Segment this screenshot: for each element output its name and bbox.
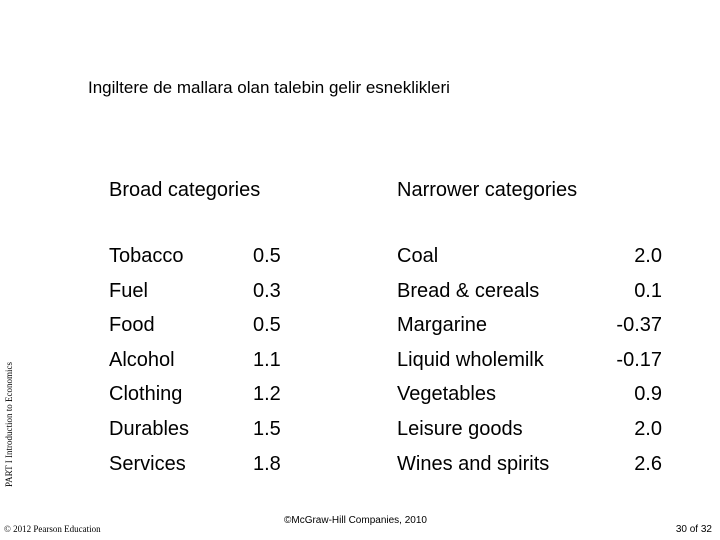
slide-title: Ingiltere de mallara olan talebin gelir … [88,78,450,97]
narrower-value: 2.6 [634,452,662,475]
narrower-item: Margarine [397,314,488,337]
broad-value: 0.5 [253,314,281,337]
broad-value: 1.1 [253,348,281,371]
page-number: 30 of 32 [675,524,712,535]
narrower-value: 2.0 [634,417,662,440]
narrower-value: -0.37 [616,314,662,337]
broad-item: Tobacco [109,245,184,267]
narrower-value: 0.1 [634,279,662,302]
broad-value: 0.3 [253,279,281,302]
narrower-item: Leisure goods [397,417,523,440]
narrower-value: 2.0 [634,245,662,267]
narrower-item: Liquid wholemilk [397,348,544,371]
narrower-value: -0.17 [616,348,662,371]
broad-item: Durables [109,417,190,440]
narrower-categories-header: Narrower categories [397,179,578,201]
narrower-item: Wines and spirits [397,452,550,475]
broad-value: 1.2 [253,383,281,406]
mcgraw-hill-copyright: ©McGraw-Hill Companies, 2010 [284,515,427,526]
narrower-item: Coal [397,245,439,267]
broad-item: Alcohol [109,348,175,371]
broad-item: Services [109,452,186,475]
narrower-items-list: Coal Bread & cereals Margarine Liquid wh… [397,239,549,481]
broad-item: Food [109,314,155,337]
broad-items-list: Tobacco Fuel Food Alcohol Clothing Durab… [109,239,189,481]
broad-values-list: 0.5 0.3 0.5 1.1 1.2 1.5 1.8 [253,239,281,481]
side-part-label: PART I Introduction to Economics [4,362,14,487]
broad-value: 0.5 [253,245,281,267]
broad-item: Fuel [109,279,148,302]
broad-value: 1.5 [253,417,281,440]
broad-value: 1.8 [253,452,281,475]
narrower-item: Vegetables [397,383,496,406]
narrower-item: Bread & cereals [397,279,540,302]
broad-item: Clothing [109,383,183,406]
broad-categories-header: Broad categories [109,179,261,201]
narrower-value: 0.9 [634,383,662,406]
pearson-copyright: © 2012 Pearson Education [4,524,101,534]
narrower-values-list: 2.0 0.1 -0.37 -0.17 0.9 2.0 2.6 [596,239,662,481]
